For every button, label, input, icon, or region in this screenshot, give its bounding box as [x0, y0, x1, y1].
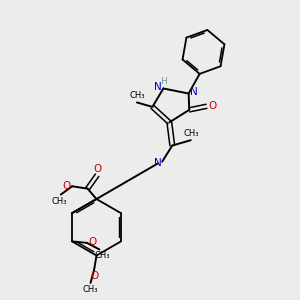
Text: O: O: [90, 271, 98, 281]
Text: O: O: [93, 164, 101, 174]
Text: N: N: [190, 87, 198, 97]
Text: CH₃: CH₃: [83, 286, 98, 295]
Text: H: H: [160, 77, 167, 86]
Text: CH₃: CH₃: [129, 92, 145, 100]
Text: CH₃: CH₃: [94, 251, 110, 260]
Text: N: N: [154, 82, 162, 92]
Text: CH₃: CH₃: [184, 129, 199, 138]
Text: O: O: [208, 101, 217, 111]
Text: O: O: [62, 181, 70, 191]
Text: CH₃: CH₃: [52, 196, 68, 206]
Text: N: N: [154, 158, 162, 168]
Text: O: O: [89, 237, 97, 247]
